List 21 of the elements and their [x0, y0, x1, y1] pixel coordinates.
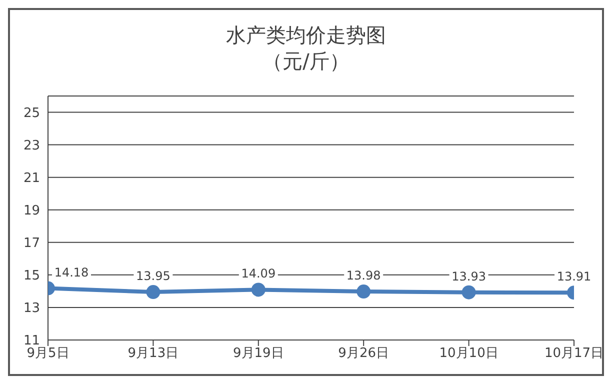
x-tick-label: 9月13日: [128, 346, 179, 362]
data-label: 13.91: [556, 270, 592, 284]
x-tick-label: 9月19日: [232, 346, 284, 362]
x-tick-label: 9月5日: [26, 346, 70, 362]
y-tick-label: 21: [23, 170, 40, 186]
y-tick-label: 17: [23, 236, 40, 252]
y-tick-label: 13: [23, 301, 40, 316]
data-label: 14.09: [241, 266, 276, 281]
data-label: 13.98: [346, 268, 381, 283]
data-label: 13.95: [136, 269, 170, 284]
x-tick-label: 10月17日: [544, 346, 604, 362]
x-tick-label: 10月10日: [439, 346, 498, 362]
y-tick-label: 15: [23, 268, 40, 284]
chart-title: 水产类均价走势图: [225, 22, 387, 48]
data-label: 13.93: [452, 269, 486, 284]
y-tick-label: 23: [23, 138, 40, 154]
x-tick-label: 9月26日: [338, 346, 390, 362]
y-tick-label: 19: [23, 203, 40, 218]
data-label: 14.18: [54, 265, 89, 280]
chart-subtitle: （元/斤）: [262, 48, 350, 74]
y-tick-label: 25: [23, 106, 40, 121]
